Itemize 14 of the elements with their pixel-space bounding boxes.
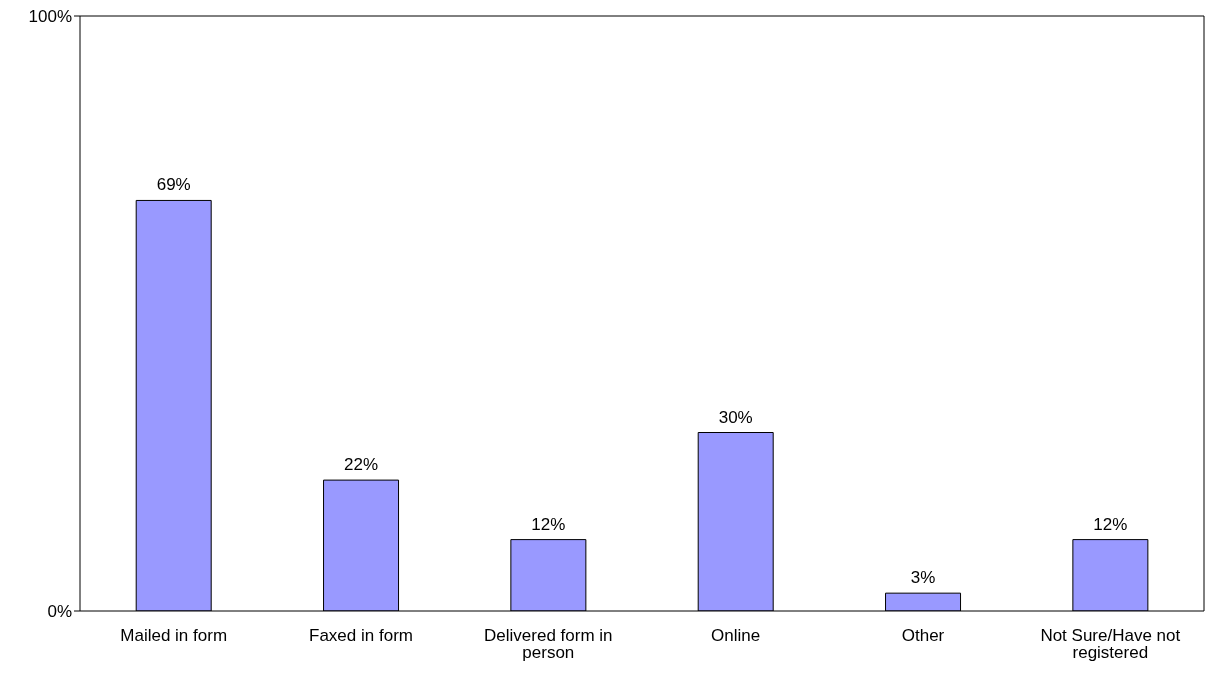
data-label: 12% xyxy=(1093,514,1128,534)
y-tick-label: 0% xyxy=(47,602,72,622)
data-label: 12% xyxy=(531,514,566,534)
data-label: 3% xyxy=(910,568,936,588)
data-label: 69% xyxy=(156,175,191,195)
x-tick-label: Other xyxy=(901,626,945,646)
x-tick-label: Mailed in form xyxy=(120,626,228,646)
x-tick-label: Faxed in form xyxy=(309,626,413,646)
x-tick-label: Online xyxy=(711,626,761,646)
data-label: 22% xyxy=(344,455,379,475)
x-tick-label: Not Sure/Have not registered xyxy=(1040,626,1181,663)
data-label: 30% xyxy=(718,407,753,427)
x-tick-label: Delivered form in person xyxy=(484,626,613,663)
y-tick-label: 100% xyxy=(28,7,72,27)
